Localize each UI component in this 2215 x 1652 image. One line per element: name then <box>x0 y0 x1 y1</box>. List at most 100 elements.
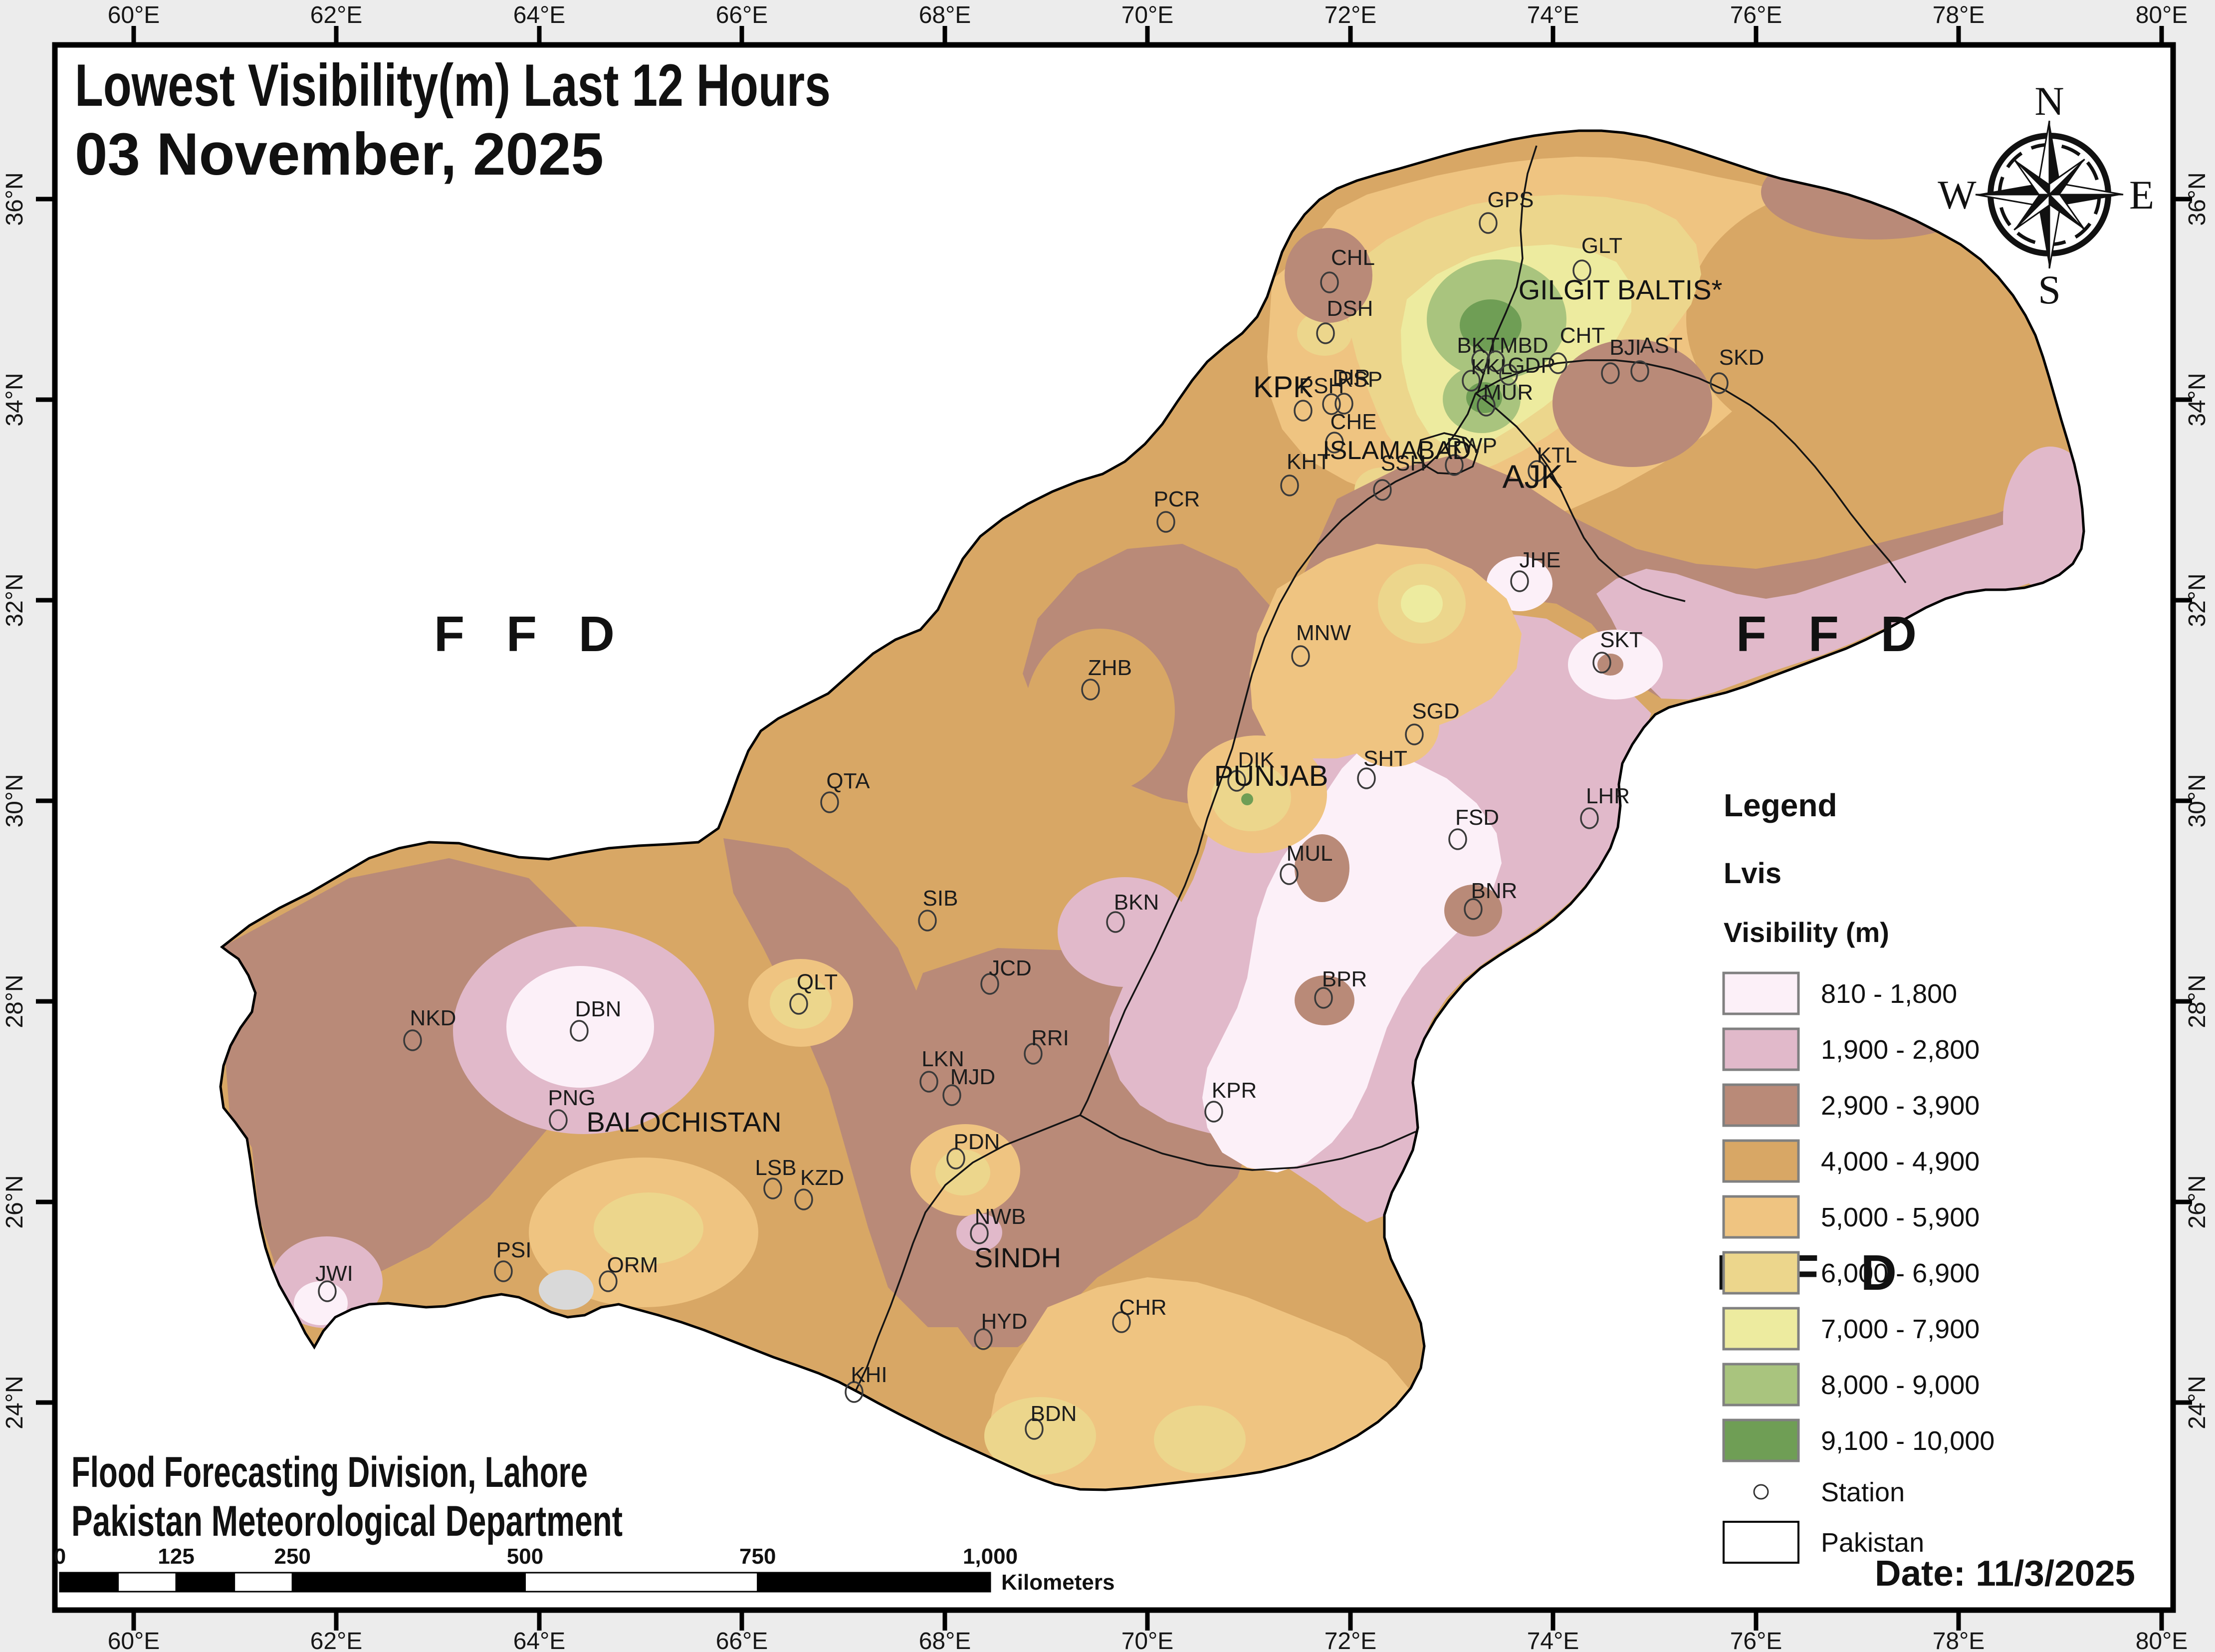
compass-e-label: E <box>2129 172 2154 218</box>
map-title-line2: 03 November, 2025 <box>75 121 604 188</box>
station-SGD: SGD <box>1405 699 1460 745</box>
station-KKL: KKL <box>1462 355 1513 392</box>
station-label: NWB <box>975 1204 1026 1229</box>
legend-swatch-c7 <box>1722 1307 1800 1351</box>
visibility-region-c2 <box>1596 499 2081 700</box>
station-label: BKTMBD <box>1457 333 1548 358</box>
station-marker <box>1580 807 1599 829</box>
visibility-region-c6 <box>594 1192 703 1264</box>
legend-swatch-c6 <box>1722 1251 1800 1295</box>
station-DBN: DBN <box>570 997 621 1042</box>
legend-class-label-8: 8,000 - 9,000 <box>1821 1370 1980 1400</box>
station-label: PSH <box>1299 374 1344 398</box>
station-marker <box>1280 863 1299 885</box>
visibility-region-c3 <box>1295 975 1354 1025</box>
visibility-region-c1 <box>1202 743 1502 1173</box>
station-label: PNG <box>548 1086 595 1110</box>
scalebar-segment-6 <box>524 1572 759 1593</box>
legend-station-icon <box>1753 1484 1769 1500</box>
station-marker <box>1081 679 1100 701</box>
visibility-region-c3 <box>1295 834 1349 902</box>
station-marker <box>1112 1311 1131 1333</box>
legend: Legend Lvis Visibility (m) 810 - 1,800 1,… <box>1722 787 1994 1564</box>
station-SHT: SHT <box>1357 746 1407 789</box>
station-label: PCR <box>1154 487 1200 511</box>
region-label-islamabad: ISLAMABAD <box>1323 436 1471 465</box>
station-label: QTA <box>826 769 870 793</box>
station-GPS: GPS <box>1479 188 1534 234</box>
station-marker <box>1592 652 1611 674</box>
station-unlabeled <box>1486 350 1505 372</box>
station-label: SGD <box>1412 699 1459 723</box>
station-DSH: DSH <box>1316 296 1373 344</box>
station-marker <box>820 791 839 813</box>
station-QTA: QTA <box>820 769 870 813</box>
visibility-region-c9 <box>1241 793 1253 805</box>
station-marker <box>1499 364 1518 386</box>
visibility-region-c2 <box>2003 447 2084 591</box>
tick-label-bottom-76°E: 76°E <box>1730 1628 1782 1652</box>
station-CHR: CHR <box>1112 1295 1167 1333</box>
station-QLT: QLT <box>789 970 838 1015</box>
station-label: LHR <box>1586 784 1630 808</box>
station-label: BNR <box>1471 879 1518 903</box>
compass-s-label: S <box>2038 267 2061 312</box>
region-label-layer: GILGIT BALTIS* KPK AJK ISLAMABAD PUNJAB BALOC… <box>586 274 1722 1273</box>
tick-label-bottom-72°E: 72°E <box>1325 1628 1377 1652</box>
station-label: BKN <box>1114 890 1159 915</box>
station-marker <box>1572 259 1591 281</box>
station-marker <box>570 1020 589 1042</box>
region-label-ajk: AJK <box>1502 458 1562 495</box>
station-label: SSH <box>1381 451 1426 475</box>
station-marker <box>549 1109 568 1131</box>
station-JCD: JCD <box>980 956 1032 995</box>
station-marker <box>845 1381 864 1403</box>
legend-swatch-c5 <box>1722 1195 1800 1239</box>
ffd-watermark-2: F F D <box>1736 606 1931 662</box>
scalebar-tick-125: 125 <box>158 1544 194 1569</box>
legend-class-label-7: 7,000 - 7,900 <box>1821 1314 1980 1344</box>
tick-label-top-66°E: 66°E <box>716 2 768 28</box>
station-marker <box>980 973 999 995</box>
station-marker <box>1156 511 1175 533</box>
station-marker <box>1106 911 1125 933</box>
station-marker <box>1462 370 1481 392</box>
station-marker <box>1549 352 1567 374</box>
visibility-region-c3 <box>1444 885 1502 937</box>
tick-label-top-68°E: 68°E <box>919 2 971 28</box>
scalebar-unit: Kilometers <box>1001 1570 1114 1595</box>
scalebar-segment-7 <box>757 1572 991 1593</box>
station-marker <box>403 1029 422 1051</box>
station-LSB: LSB <box>755 1156 797 1199</box>
station-BPR: BPR <box>1314 967 1367 1009</box>
station-label: KPR <box>1212 1078 1257 1103</box>
station-marker <box>1486 350 1505 372</box>
station-KHT: KHT <box>1280 450 1330 496</box>
compass-rose: N E S W <box>1938 78 2154 312</box>
legend-class-label-5: 5,000 - 5,900 <box>1821 1202 1980 1232</box>
tick-label-bottom-74°E: 74°E <box>1527 1628 1579 1652</box>
station-GDP: GDP <box>1499 353 1555 386</box>
station-FSD: FSD <box>1448 805 1499 850</box>
station-label: HYD <box>981 1309 1028 1334</box>
station-marker <box>1291 645 1310 667</box>
station-marker <box>918 910 937 932</box>
visibility-region-c2 <box>1058 877 1192 987</box>
tick-label-left-34°N: 34°N <box>1 373 28 426</box>
station-marker <box>974 1328 993 1350</box>
visibility-region-c1 <box>294 1281 348 1325</box>
tick-label-left-32°N: 32°N <box>1 573 28 627</box>
legend-swatch-c3 <box>1722 1083 1800 1127</box>
legend-swatch-c8 <box>1722 1363 1800 1407</box>
station-ORM: ORM <box>599 1253 658 1292</box>
station-label: BDN <box>1031 1402 1077 1426</box>
tick-label-top-76°E: 76°E <box>1730 2 1782 28</box>
station-label: MUL <box>1287 841 1333 866</box>
station-label: KTL <box>1537 443 1577 468</box>
legend-station-label: Station <box>1821 1477 1905 1507</box>
station-marker <box>1280 474 1299 496</box>
region-label-gilgitbaltis: GILGIT BALTIS* <box>1519 274 1723 305</box>
station-label: RSP <box>1337 367 1382 392</box>
station-DIK: DIK <box>1227 748 1275 792</box>
